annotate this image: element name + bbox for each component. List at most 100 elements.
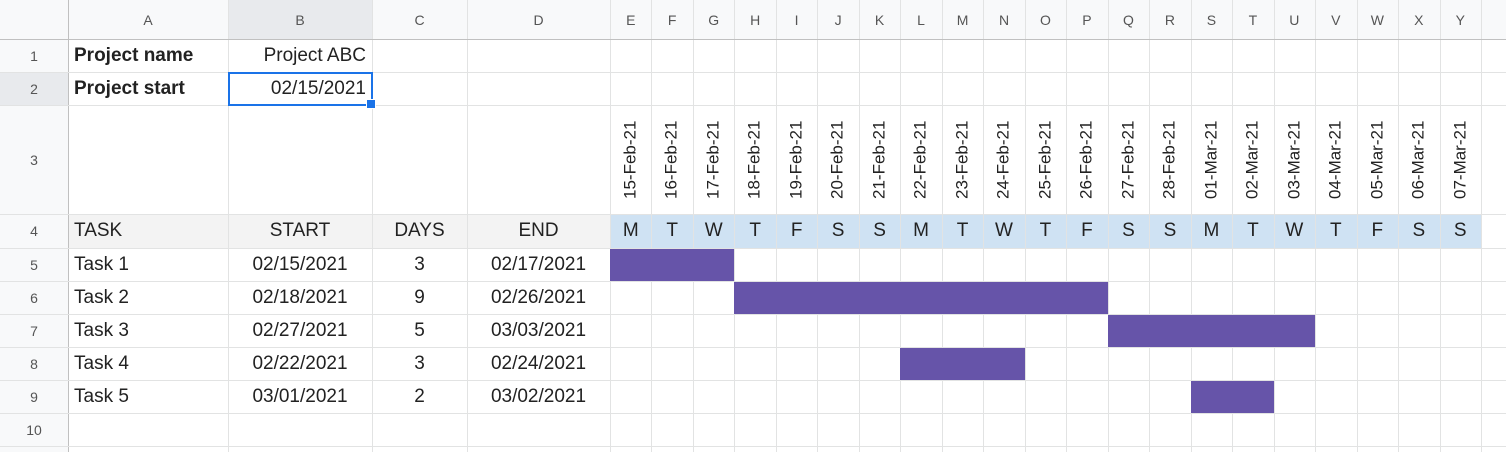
- weekday: T: [1247, 220, 1259, 241]
- task-cell: 03/02/2021: [490, 385, 587, 407]
- grid-line: [228, 0, 229, 452]
- task-cell: 3: [414, 352, 425, 374]
- date-header: 05-Mar-21: [1367, 120, 1387, 199]
- task-name: Task 2: [74, 286, 129, 308]
- weekday: S: [831, 220, 845, 241]
- weekday: F: [1081, 220, 1093, 241]
- grid-line: [1149, 0, 1151, 452]
- weekday: T: [1039, 220, 1052, 241]
- row-header: 6: [30, 289, 38, 306]
- column-header: T: [1248, 11, 1258, 28]
- grid-line: [0, 380, 1506, 381]
- gantt-bar: [900, 348, 1025, 380]
- grid-line: [1481, 0, 1482, 452]
- weekday: T: [956, 220, 969, 241]
- grid-line: [1315, 0, 1317, 452]
- table-header: TASK: [74, 220, 123, 241]
- column-header: O: [1040, 11, 1051, 28]
- column-header: Y: [1455, 11, 1465, 28]
- date-header: 25-Feb-21: [1035, 120, 1055, 199]
- grid-line: [0, 248, 1506, 249]
- column-header: E: [626, 11, 636, 28]
- date-header: 03-Mar-21: [1284, 120, 1304, 199]
- date-header: 26-Feb-21: [1076, 120, 1096, 199]
- row-header: 10: [26, 421, 42, 438]
- weekday: W: [704, 220, 723, 241]
- grid-line: [0, 105, 1506, 106]
- grid-line: [0, 281, 1506, 282]
- selected-col-header: [228, 0, 372, 39]
- date-header: 22-Feb-21: [911, 120, 931, 199]
- column-header: B: [295, 11, 305, 28]
- weekday: M: [1203, 220, 1220, 241]
- weekday: S: [873, 220, 886, 241]
- grid-line: [467, 0, 468, 452]
- grid-line: [817, 0, 819, 452]
- column-header: W: [1370, 11, 1384, 28]
- date-header: 07-Mar-21: [1450, 120, 1470, 199]
- grid-line: [1107, 0, 1109, 452]
- weekday: S: [1412, 220, 1426, 241]
- weekday: W: [1285, 220, 1304, 241]
- grid-line: [1356, 0, 1358, 452]
- grid-line: [692, 0, 694, 452]
- date-header: 01-Mar-21: [1201, 120, 1221, 199]
- date-header: 18-Feb-21: [745, 120, 765, 199]
- grid-line: [983, 0, 985, 452]
- column-header: P: [1082, 11, 1092, 28]
- gantt-bar: [610, 249, 735, 281]
- row-header: 9: [30, 388, 38, 405]
- selection-box: [228, 72, 373, 106]
- column-header: S: [1206, 11, 1217, 28]
- row-header: 3: [30, 151, 38, 168]
- weekday: S: [1453, 220, 1467, 241]
- row-header: 4: [30, 223, 38, 239]
- weekday-bg: [610, 214, 1481, 248]
- grid-line: [372, 0, 373, 452]
- row-header: 7: [30, 322, 38, 339]
- task-cell: 02/27/2021: [252, 319, 348, 341]
- grid-line: [1398, 0, 1400, 452]
- row-header: 2: [30, 80, 38, 97]
- column-header: X: [1414, 11, 1424, 28]
- grid-line: [858, 0, 860, 452]
- task-cell: 3: [414, 253, 425, 275]
- grid-line: [1273, 0, 1275, 452]
- grid-line: [0, 39, 1506, 40]
- task-cell: 2: [414, 385, 425, 407]
- task-cell: 9: [414, 286, 425, 308]
- date-header: 21-Feb-21: [869, 120, 889, 199]
- table-header-bg: [68, 214, 610, 248]
- date-header: 23-Feb-21: [952, 120, 972, 199]
- column-header: C: [414, 11, 425, 28]
- project-start[interactable]: 02/15/2021: [270, 77, 366, 99]
- weekday: F: [790, 220, 803, 241]
- grid-line: [0, 446, 1506, 447]
- task-cell: 5: [414, 319, 425, 341]
- grid-line: [900, 0, 902, 452]
- date-header: 17-Feb-21: [703, 120, 723, 199]
- weekday: S: [1122, 220, 1135, 241]
- column-header: M: [956, 11, 969, 28]
- grid-line: [610, 0, 611, 452]
- weekday: T: [749, 220, 761, 241]
- task-cell: 03/03/2021: [490, 319, 587, 341]
- weekday: T: [1330, 220, 1342, 241]
- column-header: G: [708, 11, 720, 28]
- gantt-bar: [1190, 381, 1274, 413]
- task-cell: 02/17/2021: [490, 253, 587, 275]
- selection-handle[interactable]: [366, 99, 376, 109]
- column-header: N: [998, 11, 1010, 28]
- weekday: F: [1371, 220, 1384, 241]
- task-name: Task 3: [74, 319, 129, 341]
- task-name: Task 4: [74, 352, 129, 374]
- weekday: T: [666, 220, 678, 241]
- grid-line: [651, 0, 653, 452]
- weekday: M: [622, 220, 639, 241]
- column-header: K: [874, 11, 885, 28]
- date-header: 06-Mar-21: [1408, 120, 1428, 199]
- weekday: S: [1163, 220, 1177, 241]
- column-header: J: [834, 11, 842, 28]
- column-header: F: [667, 11, 677, 28]
- grid-line: [0, 214, 1506, 215]
